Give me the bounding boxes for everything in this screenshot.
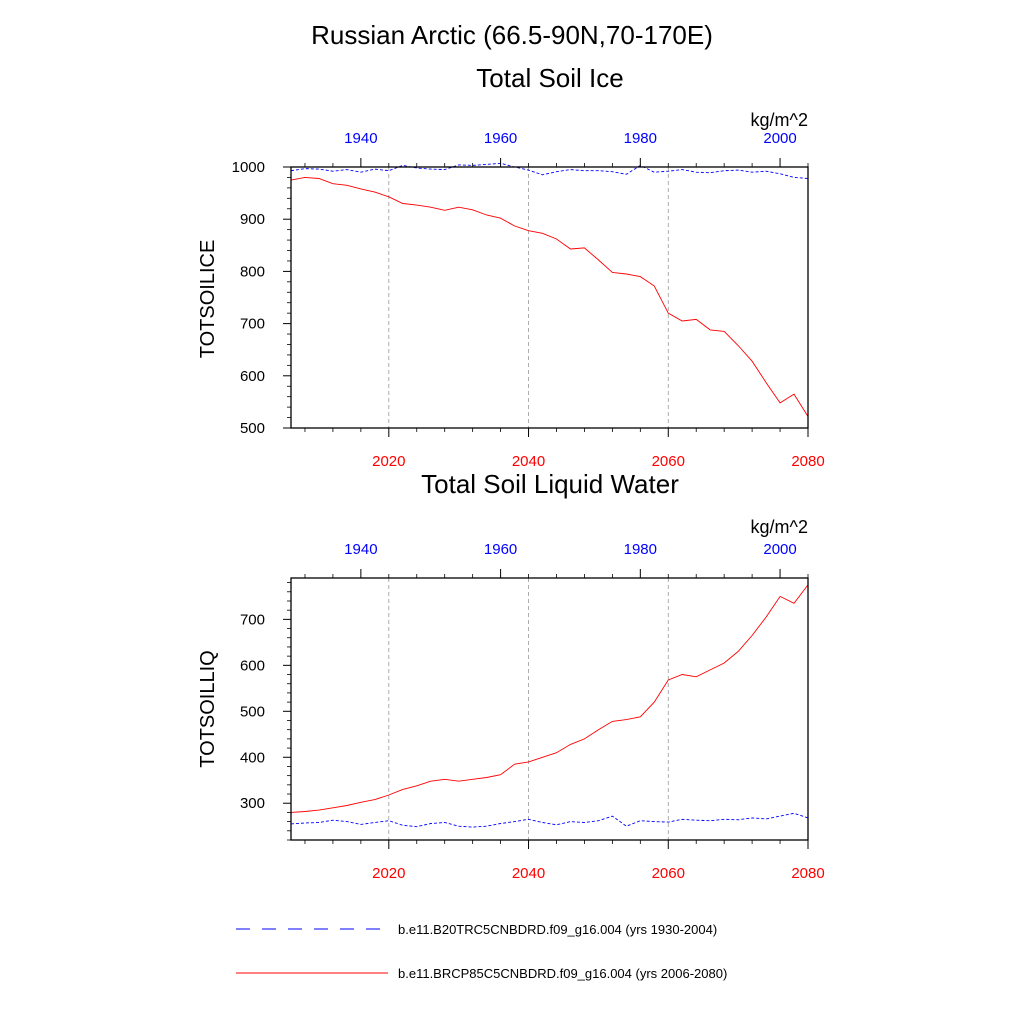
top-tick-label: 1960	[484, 130, 517, 147]
top-tick-label: 1940	[344, 130, 377, 147]
panel-title: Total Soil Liquid Water	[421, 469, 679, 499]
bottom-tick-label: 2080	[791, 453, 824, 470]
plot-frame	[290, 577, 809, 841]
plot-frame	[290, 166, 809, 429]
bottom-tick-label: 2060	[652, 453, 685, 470]
y-tick-label: 500	[240, 703, 265, 720]
y-axis-label: TOTSOILLIQ	[197, 650, 219, 767]
panel-soil-liquid: Total Soil Liquid Water kg/m^2 TOTSOILLI…	[197, 469, 825, 882]
y-axis-label: TOTSOILICE	[197, 240, 219, 359]
bottom-tick-label: 2020	[372, 865, 405, 882]
bottom-tick-label: 2080	[791, 865, 824, 882]
units-label: kg/m^2	[751, 517, 808, 537]
y-tick-label: 300	[240, 795, 265, 812]
bottom-tick-label: 2060	[652, 865, 685, 882]
y-tick-label: 1000	[232, 159, 265, 176]
top-tick-label: 1940	[344, 541, 377, 558]
panel-title: Total Soil Ice	[476, 63, 623, 93]
series-line-future	[290, 584, 809, 813]
legend: b.e11.B20TRC5CNBDRD.f09_g16.004 (yrs 193…	[236, 922, 727, 981]
bottom-tick-label: 2040	[512, 865, 545, 882]
legend-label-future: b.e11.BRCP85C5CNBDRD.f09_g16.004 (yrs 20…	[398, 966, 727, 981]
y-tick-label: 600	[240, 657, 265, 674]
y-tick-label: 400	[240, 749, 265, 766]
y-tick-label: 800	[240, 263, 265, 280]
series-line-control	[290, 812, 809, 828]
series-line-future	[290, 176, 809, 417]
top-tick-label: 1980	[624, 541, 657, 558]
plot-area-soil-ice: 500 600 700 800 900 1000 1940 1960 1980 2000 2020 2…	[232, 130, 825, 470]
top-tick-label: 1980	[624, 130, 657, 147]
suptitle: Russian Arctic (66.5-90N,70-170E)	[311, 20, 713, 50]
y-tick-label: 600	[240, 368, 265, 385]
y-tick-label: 700	[240, 611, 265, 628]
top-tick-label: 1960	[484, 541, 517, 558]
y-tick-label: 900	[240, 211, 265, 228]
top-tick-label: 2000	[763, 541, 796, 558]
y-tick-label: 700	[240, 316, 265, 333]
panel-soil-ice: Total Soil Ice kg/m^2 TOTSOILICE 500 600 7…	[197, 63, 825, 470]
legend-label-control: b.e11.B20TRC5CNBDRD.f09_g16.004 (yrs 193…	[398, 922, 717, 937]
series-line-control	[290, 162, 809, 179]
bottom-tick-label: 2040	[512, 453, 545, 470]
plot-area-soil-liquid: 300 400 500 600 700 1940 1960 1980 2000 2020 2040 2…	[240, 541, 825, 882]
units-label: kg/m^2	[751, 110, 808, 130]
top-tick-label: 2000	[763, 130, 796, 147]
bottom-tick-label: 2020	[372, 453, 405, 470]
y-tick-label: 500	[240, 420, 265, 437]
